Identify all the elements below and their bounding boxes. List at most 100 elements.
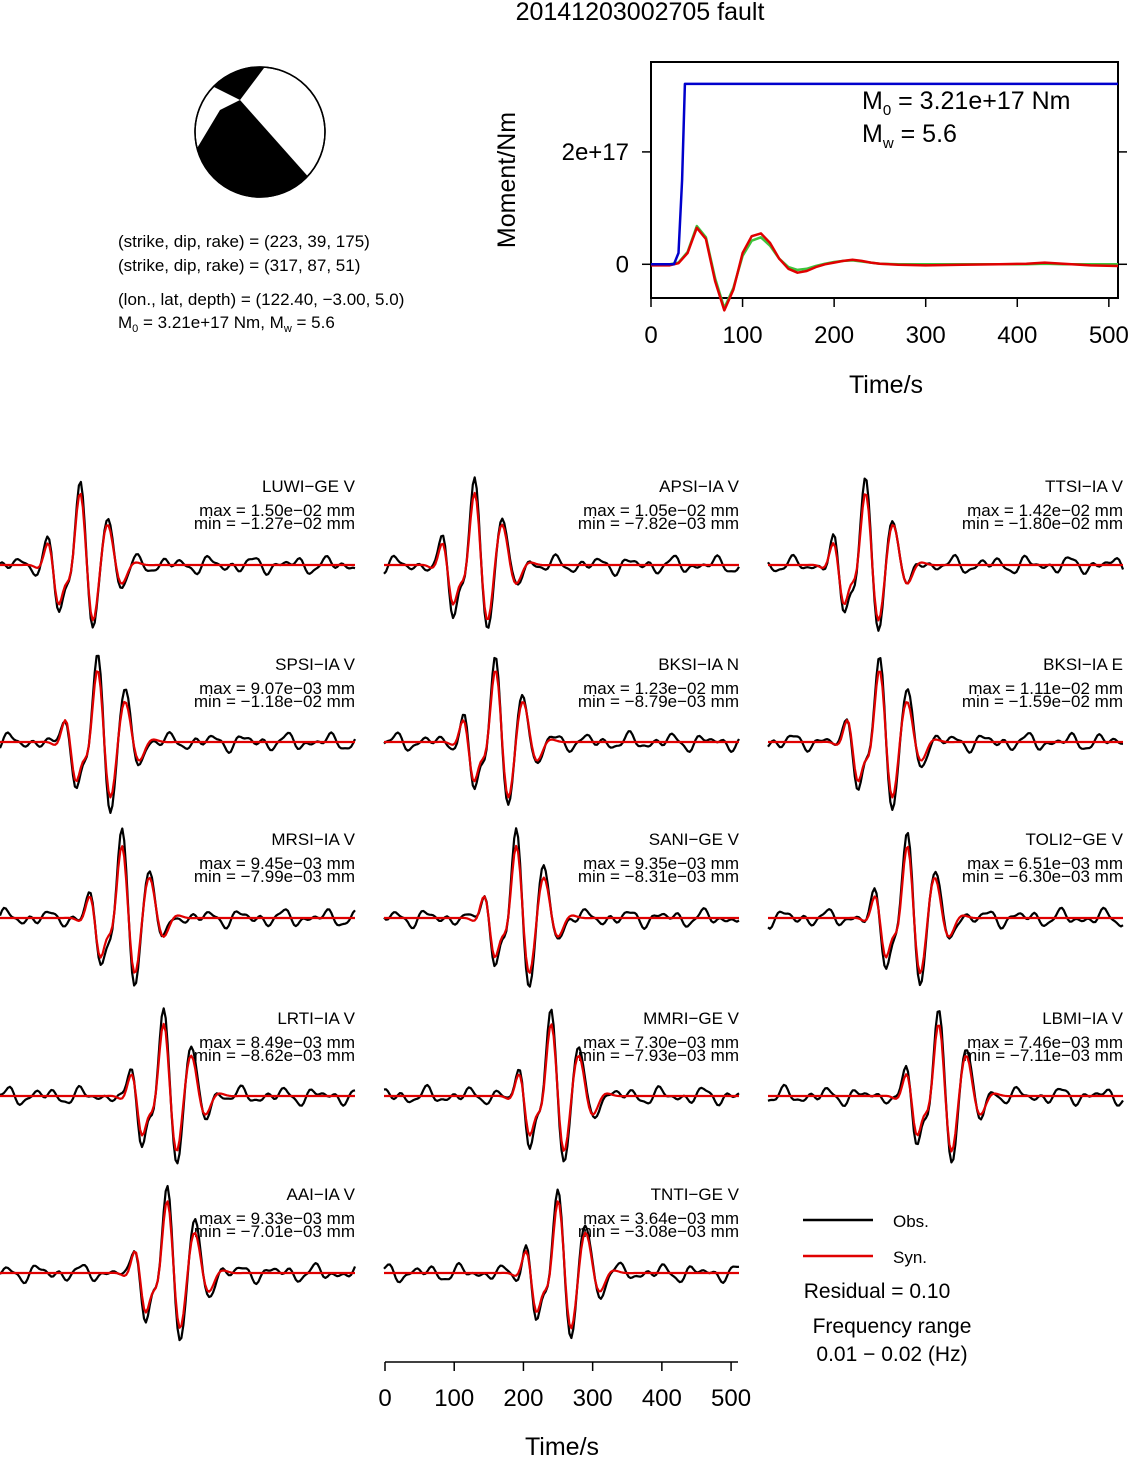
station-min: min = −1.18e−02 mm <box>194 692 355 711</box>
mechanism-line-2: (strike, dip, rake) = (317, 87, 51) <box>118 256 360 275</box>
waveform-xtick-label: 0 <box>378 1385 391 1412</box>
observed-trace <box>383 476 740 629</box>
observed-trace <box>0 1184 357 1342</box>
station-max: max = 9.33e−03 mm <box>199 1209 355 1228</box>
moment-xlabel: Time/s <box>849 371 923 399</box>
observed-trace <box>0 827 356 987</box>
station-name: AAI−IA V <box>286 1185 355 1204</box>
station-max: max = 1.05e−02 mm <box>583 501 739 520</box>
moment-annotation-mw: Mw = 5.6 <box>862 120 957 152</box>
moment-rate-chart: 0 100 200 300 400 500 0 2e+17 Moment/Nm Time/s… <box>493 61 1129 399</box>
station-min: min = −7.11e−03 mm <box>963 1046 1123 1065</box>
synthetic-trace <box>384 491 739 621</box>
legend: Obs. Syn. Residual = 0.10 Frequency rang… <box>803 1212 971 1366</box>
moment-ytick-label: 2e+17 <box>562 139 629 166</box>
observed-trace <box>0 1007 356 1165</box>
moment-xtick-label: 0 <box>644 322 657 349</box>
moment-xtick-label: 500 <box>1089 322 1129 349</box>
waveform-xtick-label: 400 <box>642 1385 682 1412</box>
synthetic-trace <box>0 492 355 622</box>
legend-syn-label: Syn. <box>893 1248 927 1267</box>
station-name: SPSI−IA V <box>275 655 356 674</box>
station-min: min = −7.99e−03 mm <box>194 867 355 886</box>
station-max: max = 1.23e−02 mm <box>583 679 739 698</box>
station-min: min = −8.62e−03 mm <box>194 1046 355 1065</box>
waveform-xtick-label: 100 <box>434 1385 474 1412</box>
synthetic-trace <box>384 1200 739 1330</box>
station-min: min = −7.01e−03 mm <box>194 1222 355 1241</box>
station-min: min = −1.80e−02 mm <box>962 514 1123 533</box>
synthetic-trace <box>768 493 1123 622</box>
moment-xtick-label: 400 <box>997 322 1037 349</box>
waveform-time-axis: 0 100 200 300 400 500 Time/s <box>378 1361 751 1457</box>
station-max: max = 9.07e−03 mm <box>199 679 355 698</box>
synthetic-trace <box>768 1024 1123 1153</box>
station-name: BKSI−IA E <box>1043 655 1123 674</box>
station-max: max = 7.46e−03 mm <box>967 1033 1123 1052</box>
station-name: MMRI−GE V <box>643 1009 740 1028</box>
station-name: LUWI−GE V <box>262 477 356 496</box>
waveform-xtick-label: 500 <box>711 1385 751 1412</box>
synthetic-trace <box>384 844 739 974</box>
station-min: min = −8.31e−03 mm <box>578 867 739 886</box>
synthetic-trace <box>768 670 1123 799</box>
legend-frequency-value: 0.01 − 0.02 (Hz) <box>816 1343 967 1366</box>
observed-trace <box>383 827 740 988</box>
legend-obs-label: Obs. <box>893 1212 929 1231</box>
station-max: max = 1.11e−02 mm <box>968 679 1123 698</box>
station-min: min = −1.59e−02 mm <box>962 692 1123 711</box>
station-name: BKSI−IA N <box>658 655 739 674</box>
station-name: TNTI−GE V <box>651 1185 740 1204</box>
observed-trace <box>383 1008 740 1163</box>
station-max: max = 8.49e−03 mm <box>199 1033 355 1052</box>
moment-series-blue <box>651 82 1118 266</box>
station-name: TTSI−IA V <box>1045 477 1124 496</box>
moment-xtick-label: 200 <box>814 322 854 349</box>
station-name: TOLI2−GE V <box>1026 830 1124 849</box>
station-max: max = 6.51e−03 mm <box>967 854 1123 873</box>
station-min: min = −3.08e−03 mm <box>578 1222 739 1241</box>
waveform-xtick-label: 300 <box>573 1385 613 1412</box>
waveform-xtick-label: 200 <box>503 1385 543 1412</box>
waveform-xlabel: Time/s <box>525 1433 599 1457</box>
beachball <box>194 66 326 198</box>
synthetic-trace <box>0 1022 355 1152</box>
station-min: min = −7.82e−03 mm <box>578 514 739 533</box>
station-max: max = 7.30e−03 mm <box>583 1033 739 1052</box>
station-max: max = 9.35e−03 mm <box>583 854 739 873</box>
station-max: max = 3.64e−03 mm <box>583 1209 739 1228</box>
station-min: min = −7.93e−03 mm <box>578 1046 739 1065</box>
moment-xtick-label: 300 <box>906 322 946 349</box>
station-name: SANI−GE V <box>649 830 740 849</box>
moment-ylabel: Moment/Nm <box>493 112 521 248</box>
station-max: max = 1.50e−02 mm <box>199 501 355 520</box>
station-min: min = −1.27e−02 mm <box>194 514 355 533</box>
figure-title: 20141203002705 fault <box>516 0 765 26</box>
station-max: max = 9.45e−03 mm <box>199 854 355 873</box>
observed-trace <box>0 480 356 629</box>
mechanism-line-3: (lon., lat, depth) = (122.40, −3.00, 5.0… <box>118 290 404 309</box>
moment-plot-frame <box>650 61 1119 299</box>
moment-ytick-label: 0 <box>616 251 629 278</box>
station-name: MRSI−IA V <box>271 830 355 849</box>
moment-xtick-label: 100 <box>723 322 763 349</box>
mechanism-line-4: M0 = 3.21e+17 Nm, Mw = 5.6 <box>118 313 335 335</box>
legend-frequency-label: Frequency range <box>813 1315 972 1338</box>
moment-series-green <box>651 224 1118 310</box>
synthetic-trace <box>0 1200 355 1329</box>
synthetic-trace <box>384 1023 739 1152</box>
moment-annotation-m0: M0 = 3.21e+17 Nm <box>862 87 1070 119</box>
synthetic-trace <box>0 845 355 974</box>
station-min: min = −8.79e−03 mm <box>578 692 739 711</box>
